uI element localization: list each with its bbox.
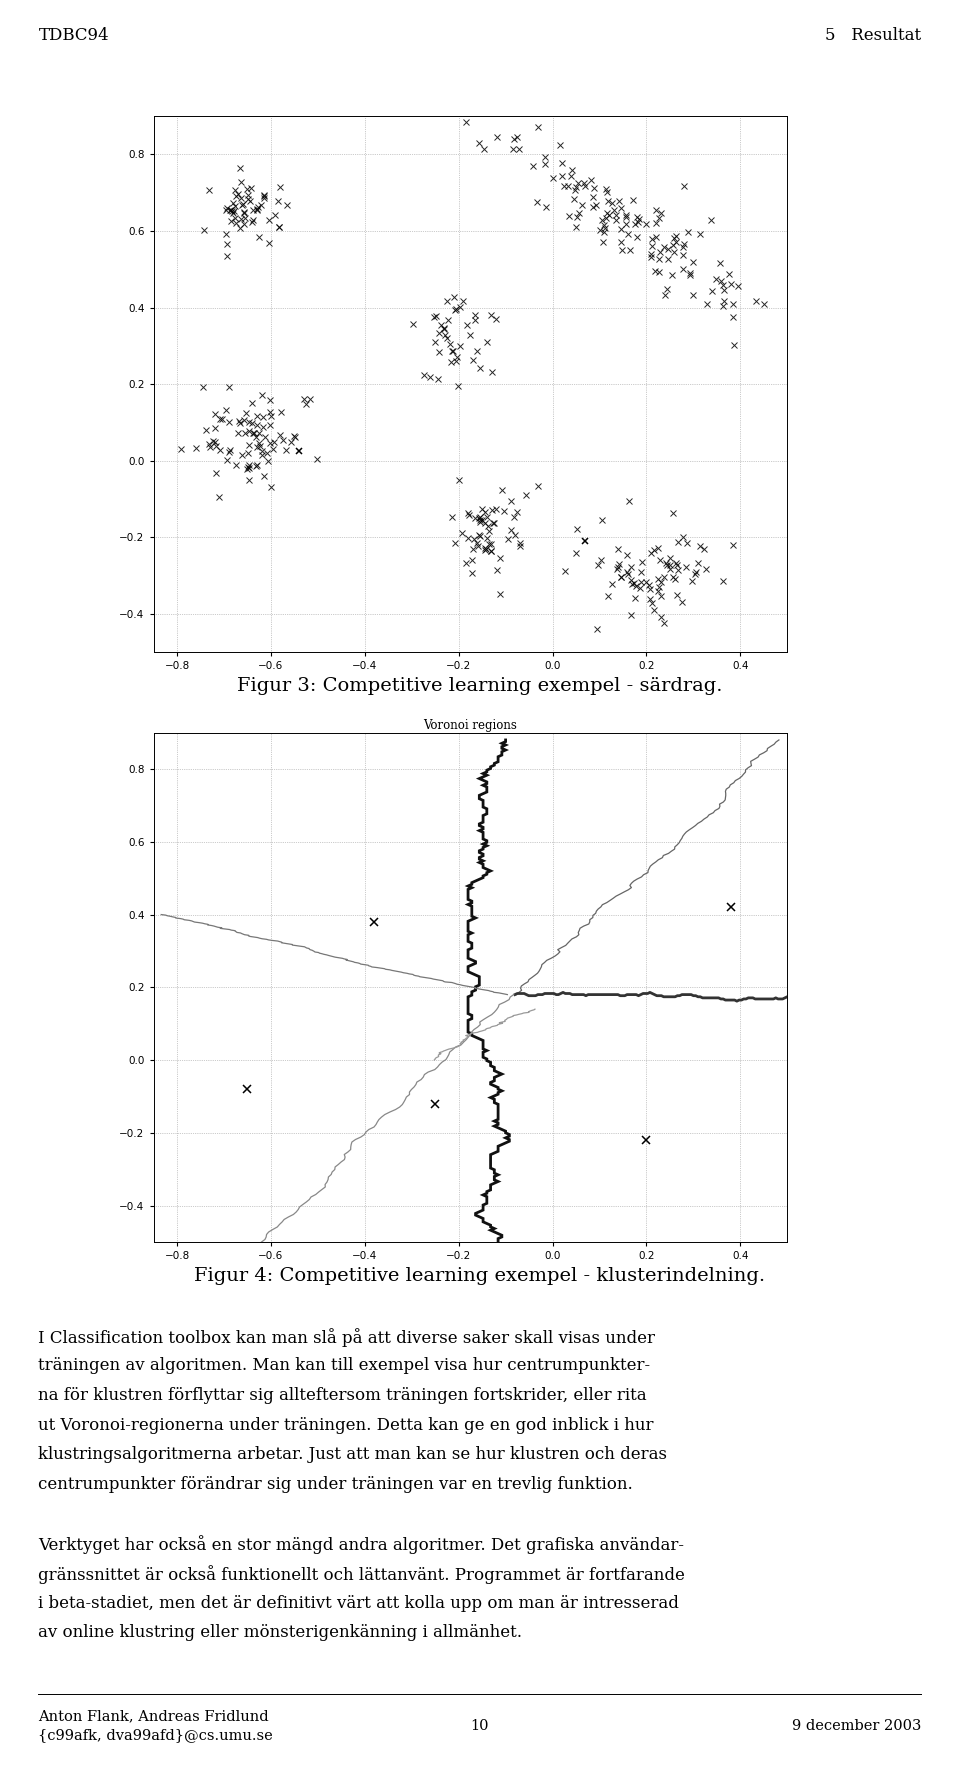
Text: gränssnittet är också funktionellt och lättanvänt. Programmet är fortfarande: gränssnittet är också funktionellt och l… <box>38 1565 685 1583</box>
Text: 5   Resultat: 5 Resultat <box>826 27 922 45</box>
Text: 9 december 2003: 9 december 2003 <box>792 1719 922 1733</box>
Text: av online klustring eller mönsterigenkänning i allmänhet.: av online klustring eller mönsterigenkän… <box>38 1624 522 1642</box>
Title: Voronoi regions: Voronoi regions <box>423 718 517 731</box>
Text: Verktyget har också en stor mängd andra algoritmer. Det grafiska användar-: Verktyget har också en stor mängd andra … <box>38 1535 684 1555</box>
Text: Figur 4: Competitive learning exempel - klusterindelning.: Figur 4: Competitive learning exempel - … <box>195 1267 765 1285</box>
Text: I Classification toolbox kan man slå på att diverse saker skall visas under: I Classification toolbox kan man slå på … <box>38 1328 656 1347</box>
Text: ut Voronoi-regionerna under träningen. Detta kan ge en god inblick i hur: ut Voronoi-regionerna under träningen. D… <box>38 1417 654 1433</box>
Text: TDBC94: TDBC94 <box>38 27 109 45</box>
Text: Anton Flank, Andreas Fridlund
{c99afk, dva99afd}@cs.umu.se: Anton Flank, Andreas Fridlund {c99afk, d… <box>38 1710 274 1742</box>
Text: träningen av algoritmen. Man kan till exempel visa hur centrumpunkter-: träningen av algoritmen. Man kan till ex… <box>38 1358 651 1374</box>
Text: 10: 10 <box>470 1719 490 1733</box>
Text: Figur 3: Competitive learning exempel - särdrag.: Figur 3: Competitive learning exempel - … <box>237 677 723 695</box>
Text: i beta-stadiet, men det är definitivt värt att kolla upp om man är intresserad: i beta-stadiet, men det är definitivt vä… <box>38 1594 680 1612</box>
Text: na för klustren förflyttar sig allteftersom träningen fortskrider, eller rita: na för klustren förflyttar sig alltefter… <box>38 1387 647 1405</box>
Text: centrumpunkter förändrar sig under träningen var en trevlig funktion.: centrumpunkter förändrar sig under träni… <box>38 1476 634 1494</box>
Text: klustringsalgoritmerna arbetar. Just att man kan se hur klustren och deras: klustringsalgoritmerna arbetar. Just att… <box>38 1446 667 1464</box>
